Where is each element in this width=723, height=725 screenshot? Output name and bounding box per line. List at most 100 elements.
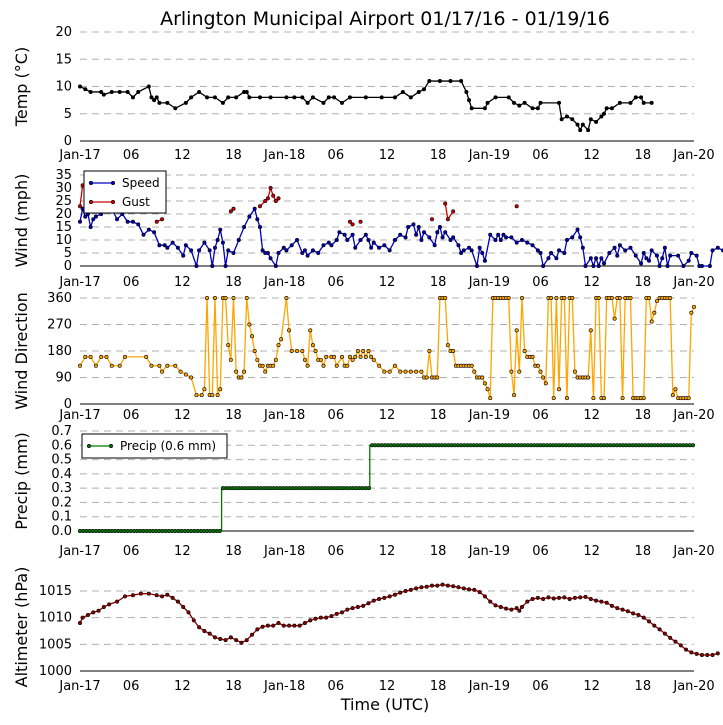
data-point <box>414 586 419 591</box>
data-point <box>435 375 440 380</box>
data-point <box>670 393 675 398</box>
data-point <box>369 354 374 359</box>
data-point <box>340 354 345 359</box>
data-point <box>392 238 397 243</box>
data-point <box>273 263 278 268</box>
data-point <box>276 251 281 256</box>
data-point <box>371 598 376 603</box>
data-point <box>329 243 334 248</box>
data-point <box>263 199 268 204</box>
x-tick-label: 12 <box>174 679 191 694</box>
data-point <box>297 623 302 628</box>
y-tick-label: 0 <box>64 259 72 274</box>
data-point <box>96 608 101 613</box>
data-point <box>189 248 194 253</box>
y-tick-label: 0.5 <box>51 453 72 468</box>
data-point <box>165 100 170 105</box>
data-point <box>472 587 477 592</box>
data-point <box>379 95 384 100</box>
data-point <box>332 95 337 100</box>
data-point <box>109 89 114 94</box>
data-point <box>424 375 429 380</box>
data-point <box>654 298 659 303</box>
data-point <box>562 595 567 600</box>
x-tick-label: Jan-19 <box>468 544 510 559</box>
data-point <box>392 592 397 597</box>
data-point <box>406 225 411 230</box>
data-point <box>517 608 522 613</box>
data-point <box>512 100 517 105</box>
data-point <box>189 375 194 380</box>
gust-segment <box>79 185 84 207</box>
data-point <box>631 611 636 616</box>
data-point <box>549 251 554 256</box>
data-point <box>689 650 694 655</box>
data-point <box>678 643 683 648</box>
data-point <box>83 354 88 359</box>
data-point <box>83 214 88 219</box>
data-point <box>212 295 217 300</box>
data-point <box>141 232 146 237</box>
data-point <box>570 117 575 122</box>
data-point <box>557 248 562 253</box>
data-point <box>641 100 646 105</box>
x-tick-label: 06 <box>123 408 140 423</box>
data-point <box>268 95 273 100</box>
data-point <box>154 95 159 100</box>
data-point <box>165 245 170 250</box>
data-point <box>157 363 162 368</box>
data-point <box>353 354 358 359</box>
data-point <box>215 393 220 398</box>
data-point <box>173 363 178 368</box>
x-tick-label: 12 <box>174 544 191 559</box>
data-point <box>580 245 585 250</box>
data-point <box>302 620 307 625</box>
y-tick-label: 0.3 <box>51 481 72 496</box>
data-point <box>334 611 339 616</box>
data-point <box>310 95 315 100</box>
data-point <box>549 295 554 300</box>
data-point <box>228 209 233 214</box>
x-tick-label: 18 <box>635 275 652 290</box>
series-line <box>79 206 723 269</box>
x-tick-label: Jan-19 <box>468 679 510 694</box>
data-point <box>477 245 482 250</box>
data-point <box>160 594 165 599</box>
data-point <box>512 393 517 398</box>
data-point <box>662 245 667 250</box>
data-point <box>302 248 307 253</box>
x-tick-label: 06 <box>532 275 549 290</box>
data-point <box>522 348 527 353</box>
data-point <box>564 396 569 401</box>
x-tick-label: 18 <box>635 679 652 694</box>
data-point <box>554 256 559 261</box>
series-altimeter <box>78 582 720 657</box>
data-point <box>300 348 305 353</box>
data-point <box>367 486 372 491</box>
data-point <box>609 106 614 111</box>
y-tick-label: 180 <box>47 344 72 359</box>
data-point <box>220 100 225 105</box>
data-point <box>292 95 297 100</box>
x-axis-label: Time (UTC) <box>340 695 429 714</box>
data-point <box>281 245 286 250</box>
data-point <box>350 222 355 227</box>
x-tick-label: 12 <box>583 275 600 290</box>
data-point <box>541 263 546 268</box>
data-point <box>369 245 374 250</box>
x-tick-label: 18 <box>430 275 447 290</box>
data-point <box>313 616 318 621</box>
data-point <box>295 238 300 243</box>
data-point <box>88 89 93 94</box>
x-tick-label: 18 <box>225 679 242 694</box>
data-point <box>334 363 339 368</box>
data-point <box>228 635 233 640</box>
x-tick-label: 18 <box>635 544 652 559</box>
data-point <box>265 623 270 628</box>
x-tick-label: Jan-19 <box>468 408 510 423</box>
data-point <box>710 652 715 657</box>
data-point <box>535 248 540 253</box>
data-point <box>257 204 262 209</box>
data-point <box>355 604 360 609</box>
data-point <box>93 214 98 219</box>
